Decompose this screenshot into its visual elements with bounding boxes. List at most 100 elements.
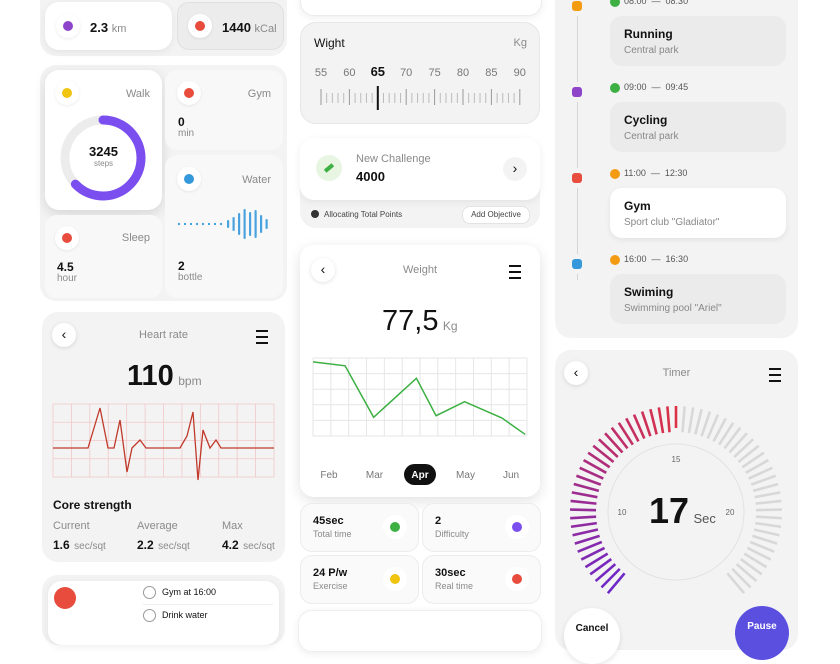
gym-card: Gym 0 min [165,70,283,150]
end-time: 08:30 [665,0,689,6]
page: { "top_stats":[{"value":"2.3","unit":"km… [40,0,798,660]
icon [177,81,201,105]
activity-title: Gym [624,199,651,213]
decoration [572,1,582,11]
calories-value: 1440 [222,20,251,35]
end-time: 09:45 [665,82,689,92]
decoration [577,10,578,280]
status-icon [610,83,620,93]
menu-button[interactable] [509,265,521,279]
wave-bar [254,210,257,238]
menu-button[interactable] [769,368,781,382]
ruler-label: 60 [343,67,355,79]
decoration: 2.3 km [90,20,126,35]
dial-tick [755,508,783,512]
weight-value: 77,5 [382,305,439,337]
dial-tick [617,422,634,446]
menu-button[interactable] [256,330,268,344]
weight-line-chart: Feb Mar Apr May Jun [312,357,528,485]
dial-tick [640,411,652,437]
wave-dot [177,222,181,226]
wave-bar [238,213,241,235]
back-button[interactable]: ‹ [564,361,588,385]
ruler-label: 70 [400,67,412,79]
wave-dot [195,222,199,226]
start-time: 16:00 [624,254,647,264]
stat-value: 30sec [435,567,466,579]
activity-card: Swiming Swimming pool "Ariel" [610,274,786,324]
decoration: Current 1.6 sec/sqt [53,520,106,554]
back-button[interactable]: ‹ [311,258,335,282]
stat-unit: sec/sqt [243,541,275,552]
start-time: 08:00 [624,0,647,6]
status-icon [610,169,620,179]
activity-title: Running [624,27,673,41]
decoration [323,163,335,173]
decoration [572,87,582,97]
decoration [62,88,72,98]
wave-bar [243,209,246,239]
dial-label: 20 [726,508,735,517]
checkbox[interactable] [143,586,156,599]
stat-label: Exercise [313,581,348,591]
decoration: 2.2 sec/sqt [137,536,190,554]
dial-tick [753,528,780,537]
heart-title: Heart rate [139,329,188,341]
dial-tick [570,521,597,529]
dial-tick [571,491,598,499]
ruler: 55 60 65 70 75 80 85 90 [315,64,526,110]
stat-label: Max [222,520,243,532]
heart-unit: bpm [178,374,202,388]
activity-card: Gym Sport club "Gladiator" [610,188,786,238]
sleep-unit: hour [57,273,78,284]
decoration [184,88,194,98]
back-button[interactable]: ‹ [52,323,76,347]
add-objective-button[interactable]: Add Objective [462,206,530,224]
cancel-button[interactable]: Cancel [564,608,620,664]
walk-card: Walk 3245 steps [45,70,162,210]
dial-tick [728,432,748,454]
walk-ring [60,115,146,201]
ruler-label: 55 [315,67,327,79]
start-time: 09:00 [624,82,647,92]
dial-tick [587,451,611,469]
walk-value: 3245 [89,144,118,159]
dial-tick [755,499,782,505]
dial-tick [592,444,615,464]
icon [56,14,80,38]
dial-tick [604,432,624,454]
weight-scale-card: Wight Kg 55 60 65 70 75 80 85 90 [300,22,540,124]
dial-tick [735,563,758,583]
walk-unit: steps [93,159,114,168]
dial-label: 15 [672,455,681,464]
timer-dial: 10 15 20 [569,406,783,595]
weight-title: Weight [402,264,438,276]
next-button[interactable]: › [503,157,527,181]
challenge-value: 4000 [356,169,385,184]
challenge-note: Allocating Total Points [324,210,403,219]
dial-tick [694,408,703,435]
status-icon [610,0,620,7]
dial-tick [606,572,626,595]
gym-value: 0 [178,115,185,129]
month-label: Jun [503,470,519,481]
stat-value: 1.6 [53,538,70,552]
heart-value: 110 [127,360,174,392]
activity-icon [567,168,587,188]
info-icon [311,210,319,218]
dial-tick [751,534,778,545]
water-label: Water [242,174,271,186]
pause-button[interactable]: Pause [735,606,789,660]
dial-tick [755,521,782,529]
dial-tick [589,557,613,576]
decoration [572,259,582,269]
month-pill [404,464,436,485]
dial-tick [681,406,686,433]
top-card [300,0,542,16]
dial-tick [632,414,646,440]
wave-dot [213,222,217,226]
checkbox[interactable] [143,609,156,622]
stat-icon [505,515,529,539]
wave-bar [260,215,263,233]
wave-bar [227,220,230,228]
